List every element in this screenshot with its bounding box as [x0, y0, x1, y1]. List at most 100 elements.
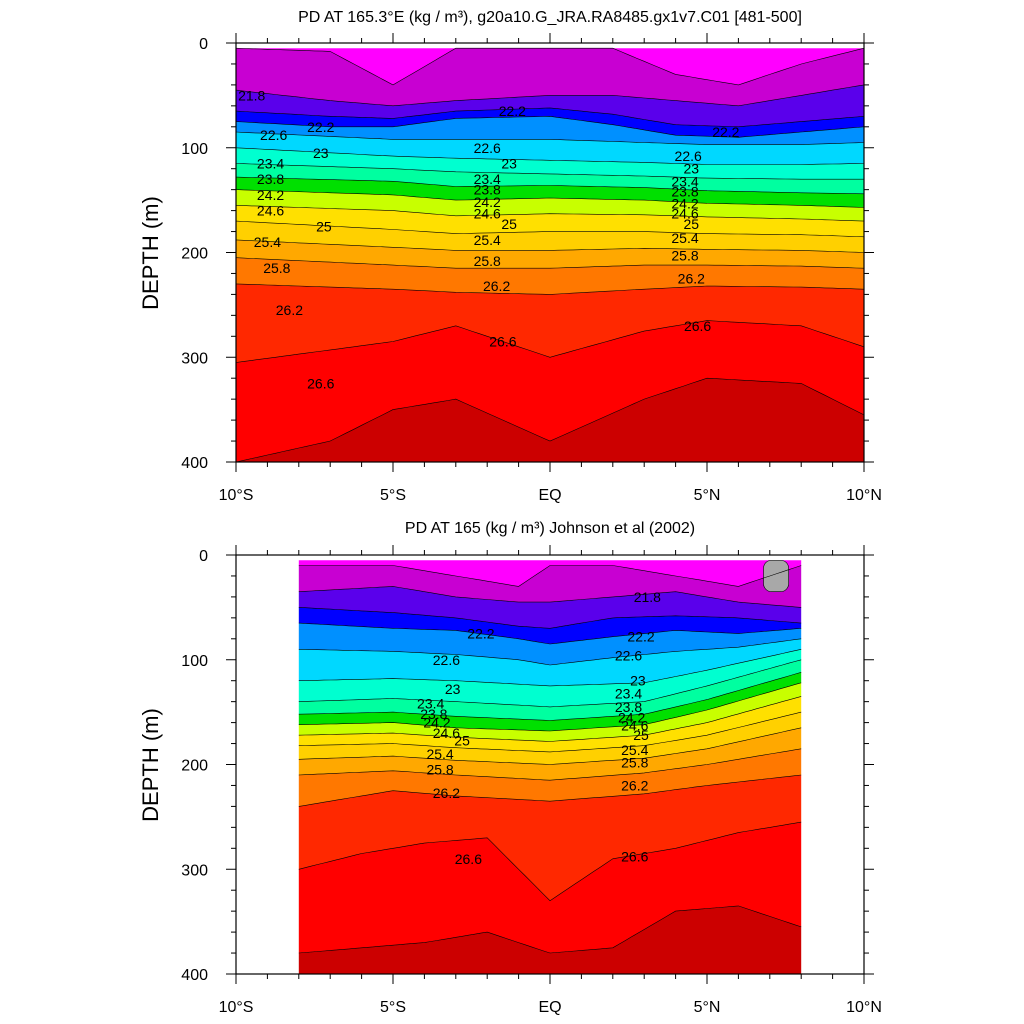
density-band — [298, 565, 802, 608]
contour-label: 22.2 — [627, 629, 654, 645]
density-band — [298, 607, 802, 644]
contour-label: 23.8 — [671, 184, 698, 200]
contour-label: 22.6 — [675, 148, 702, 164]
isopycnal-line — [298, 565, 802, 587]
panel-top-title: PD AT 165.3°E (kg / m³), g20a10.G_JRA.RA… — [298, 9, 802, 26]
density-band — [236, 320, 864, 462]
y-tick-label: 300 — [181, 862, 208, 879]
density-band — [236, 48, 864, 106]
isopycnal-line — [235, 205, 865, 222]
contour-label: 23 — [684, 161, 700, 177]
contour-label: 25.8 — [263, 260, 290, 276]
isopycnal-line — [235, 320, 865, 363]
density-band — [236, 283, 864, 363]
contour-label: 25.8 — [621, 754, 648, 770]
x-tick-label: 10°S — [219, 999, 254, 1016]
contour-label: 22.6 — [433, 652, 460, 668]
isopycnal-line — [235, 220, 865, 238]
density-band — [298, 638, 802, 686]
isopycnal-line — [235, 176, 865, 195]
y-tick-label: 100 — [181, 653, 208, 670]
isopycnal-line — [235, 377, 865, 463]
contour-label: 25.4 — [426, 746, 453, 762]
contour-label: 23.4 — [417, 696, 444, 712]
contour-label: 22.6 — [474, 140, 501, 156]
contour-label: 25.4 — [671, 230, 698, 246]
density-band — [298, 775, 802, 901]
density-band — [298, 649, 802, 707]
density-band — [298, 586, 802, 629]
density-band — [236, 84, 864, 127]
contour-label: 24.2 — [671, 195, 698, 211]
contour-label: 22.6 — [615, 648, 642, 664]
x-tick-label: 5°N — [694, 999, 721, 1016]
y-tick-label: 200 — [181, 246, 208, 263]
contour-label: 23.4 — [615, 685, 642, 701]
isopycnal-line — [235, 115, 865, 138]
density-band — [298, 672, 802, 731]
isopycnal-line — [235, 239, 865, 253]
contour-label: 24.2 — [618, 709, 645, 725]
contour-label: 23.8 — [615, 699, 642, 715]
contour-label: 26.6 — [489, 334, 516, 350]
contour-label: 23 — [630, 673, 646, 689]
isopycnal-line — [235, 257, 865, 269]
isopycnal-line — [298, 696, 802, 742]
density-band — [236, 205, 864, 237]
isopycnal-line — [298, 607, 802, 629]
density-band — [298, 905, 802, 974]
density-band — [236, 107, 864, 138]
isopycnal-line — [298, 672, 802, 721]
missing-data-patch — [763, 559, 789, 592]
density-band — [236, 48, 864, 85]
panel-bottom-y-axis-label: DEPTH (m) — [138, 708, 163, 822]
panel-bottom: PD AT 165 (kg / m³) Johnson et al (2002)… — [138, 520, 882, 1016]
contour-label: 26.6 — [307, 375, 334, 391]
contour-label: 26.6 — [684, 318, 711, 334]
isopycnal-line — [298, 638, 802, 666]
isopycnal-line — [298, 622, 802, 645]
isopycnal-line — [298, 727, 802, 765]
contour-label: 22.2 — [307, 119, 334, 135]
isopycnal-line — [298, 586, 802, 608]
contour-label: 23.8 — [257, 171, 284, 187]
isopycnal-line — [298, 711, 802, 753]
isopycnal-line — [298, 905, 802, 954]
density-band — [298, 682, 802, 742]
density-band — [298, 748, 802, 807]
isopycnal-line — [235, 84, 865, 107]
isopycnal-line — [235, 189, 865, 208]
panel-top-y-axis-label: DEPTH (m) — [138, 196, 163, 310]
contour-label: 23 — [313, 145, 329, 161]
isopycnal-line — [235, 47, 865, 86]
density-band — [298, 712, 802, 765]
density-band — [236, 177, 864, 208]
contour-label: 22.2 — [712, 124, 739, 140]
isopycnal-line — [298, 682, 802, 732]
isopycnal-line — [298, 649, 802, 687]
contour-label: 25.8 — [426, 762, 453, 778]
x-tick-label: EQ — [538, 999, 561, 1016]
contour-label: 25 — [454, 732, 470, 748]
density-band — [236, 132, 864, 165]
density-band — [236, 163, 864, 194]
contour-label: 25 — [316, 218, 332, 234]
contour-label: 26.6 — [455, 851, 482, 867]
isopycnal-line — [298, 821, 802, 902]
y-tick-label: 0 — [199, 36, 208, 53]
isopycnal-line — [298, 774, 802, 807]
panel-bottom-title: PD AT 165 (kg / m³) Johnson et al (2002) — [405, 520, 695, 537]
contour-label: 26.2 — [276, 302, 303, 318]
isopycnal-line — [235, 131, 865, 145]
contour-label: 24.6 — [621, 718, 648, 734]
density-band — [298, 696, 802, 752]
contour-label: 21.8 — [238, 87, 265, 103]
density-band — [298, 822, 802, 953]
contour-label: 26.2 — [483, 278, 510, 294]
x-tick-label: 5°S — [380, 487, 406, 504]
contour-label: 24.6 — [433, 725, 460, 741]
contour-label: 26.2 — [621, 777, 648, 793]
contour-label: 25 — [501, 216, 517, 232]
isopycnal-line — [235, 163, 864, 180]
